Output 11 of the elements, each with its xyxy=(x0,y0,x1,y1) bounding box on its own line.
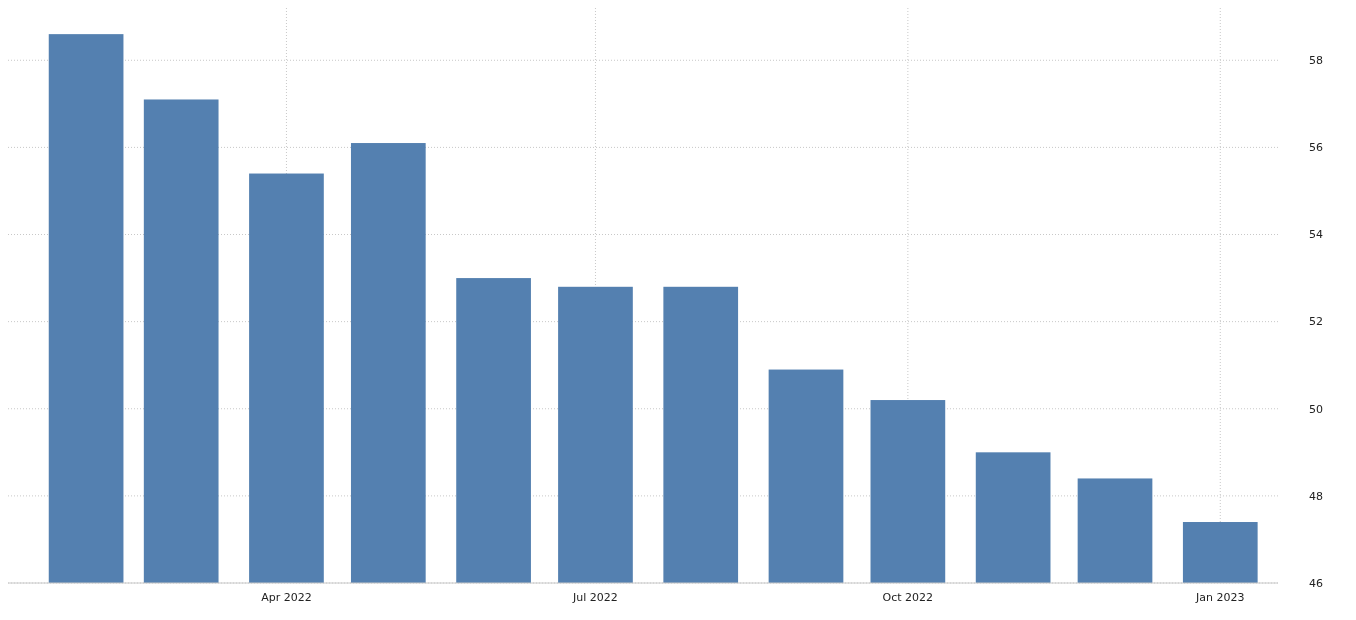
x-tick-label: Jan 2023 xyxy=(1195,591,1245,604)
y-tick-label: 54 xyxy=(1309,228,1323,242)
y-tick-label: 52 xyxy=(1309,315,1323,329)
y-tick-label: 48 xyxy=(1309,489,1323,503)
y-tick-label: 56 xyxy=(1309,141,1323,155)
x-tick-label: Jul 2022 xyxy=(572,591,618,604)
x-tick-label: Apr 2022 xyxy=(261,591,312,604)
y-tick-label: 46 xyxy=(1309,576,1323,590)
y-tick-label: 58 xyxy=(1309,54,1323,68)
x-tick-label: Oct 2022 xyxy=(882,591,934,604)
y-tick-label: 50 xyxy=(1309,402,1323,416)
